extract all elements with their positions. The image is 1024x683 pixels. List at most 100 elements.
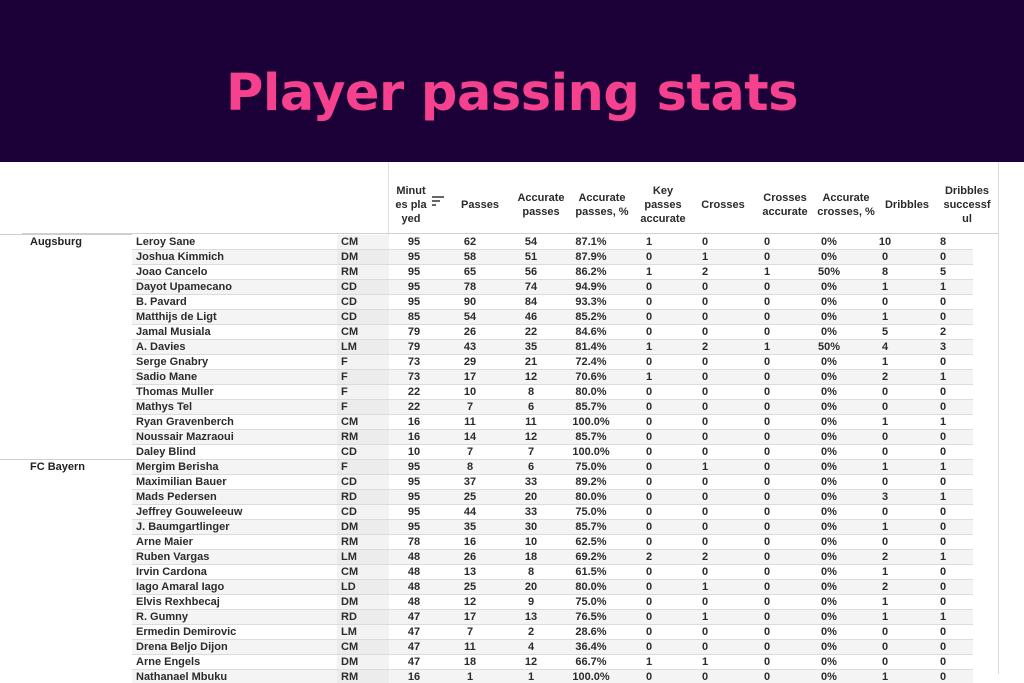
- stat-cell-dribbles: 2: [857, 549, 913, 565]
- stat-cell-accurate-passes: 8: [501, 564, 561, 580]
- stat-cell-passes: 29: [439, 354, 501, 370]
- table-row[interactable]: J. Baumgartlinger DM 95 35 30 85.7% 0 0 0 0% 1 0: [0, 519, 973, 535]
- stat-cell-crosses: 2: [677, 339, 733, 355]
- table-row[interactable]: Augsburg Leroy Sane CM 95 62 54 87.1% 1 0 0 0% 10 8: [0, 234, 973, 250]
- position-cell: RM: [337, 669, 389, 683]
- stat-cell-crosses: 0: [677, 594, 733, 610]
- stat-cell-accurate-passes: 30: [501, 519, 561, 535]
- table-row[interactable]: Iago Amaral Iago LD 48 25 20 80.0% 0 1 0 0% 2 0: [0, 579, 973, 595]
- stat-cell-key-passes-accurate: 1: [621, 339, 677, 355]
- stat-cell-key-passes-accurate: 1: [621, 264, 677, 280]
- column-header-key-passes-accurate[interactable]: Key passes accurate: [640, 185, 686, 225]
- stat-cell-accurate-passes-pct: 100.0%: [561, 444, 621, 460]
- column-header-accurate-passes-pct[interactable]: Accurate passes, %: [575, 192, 629, 218]
- column-header-crosses[interactable]: Crosses: [701, 199, 745, 211]
- table-row[interactable]: Arne Maier RM 78 16 10 62.5% 0 0 0 0% 0 0: [0, 534, 973, 550]
- table-row[interactable]: Mads Pedersen RD 95 25 20 80.0% 0 0 0 0% 3 1: [0, 489, 973, 505]
- table-row[interactable]: Jamal Musiala CM 79 26 22 84.6% 0 0 0 0% 5 2: [0, 324, 973, 340]
- position-cell: CM: [337, 564, 389, 580]
- table-row[interactable]: Maximilian Bauer CD 95 37 33 89.2% 0 0 0 0% 0 0: [0, 474, 973, 490]
- stat-cell-passes: 26: [439, 549, 501, 565]
- stat-cell-crosses-accurate: 0: [733, 444, 801, 460]
- stat-cell-dribbles-successful: 8: [913, 234, 973, 250]
- stat-cell-crosses: 1: [677, 249, 733, 265]
- table-row[interactable]: Thomas Muller F 22 10 8 80.0% 0 0 0 0% 0 0: [0, 384, 973, 400]
- column-header-accurate-passes[interactable]: Accurate passes: [517, 192, 565, 218]
- stat-cell-accurate-passes: 12: [501, 429, 561, 445]
- table-row[interactable]: Ruben Vargas LM 48 26 18 69.2% 2 2 0 0% 2 1: [0, 549, 973, 565]
- stat-cell-crosses-accurate: 0: [733, 414, 801, 430]
- stat-cell-minutes: 79: [389, 339, 439, 355]
- table-row[interactable]: Noussair Mazraoui RM 16 14 12 85.7% 0 0 0 0% 0 0: [0, 429, 973, 445]
- stat-cell-crosses-accurate: 0: [733, 609, 801, 625]
- table-row[interactable]: Drena Beljo Dijon CM 47 11 4 36.4% 0 0 0 0% 0 0: [0, 639, 973, 655]
- table-row[interactable]: Ermedin Demirovic LM 47 7 2 28.6% 0 0 0 0% 0 0: [0, 624, 973, 640]
- stat-cell-dribbles-successful: 0: [913, 579, 973, 595]
- stat-cell-passes: 65: [439, 264, 501, 280]
- stat-cell-minutes: 73: [389, 369, 439, 385]
- stat-cell-dribbles: 0: [857, 639, 913, 655]
- stat-cell-minutes: 95: [389, 234, 439, 250]
- stat-cell-accurate-crosses-pct: 0%: [801, 234, 857, 250]
- table-row[interactable]: Matthijs de Ligt CD 85 54 46 85.2% 0 0 0 0% 1 0: [0, 309, 973, 325]
- column-header-dribbles[interactable]: Dribbles: [884, 199, 929, 211]
- stat-cell-dribbles: 1: [857, 594, 913, 610]
- column-header-passes[interactable]: Passes: [461, 199, 499, 211]
- stat-cell-key-passes-accurate: 0: [621, 639, 677, 655]
- stat-cell-accurate-crosses-pct: 0%: [801, 384, 857, 400]
- column-header-dribbles-successful[interactable]: Dribbles successf ul: [943, 185, 991, 225]
- table-row[interactable]: Dayot Upamecano CD 95 78 74 94.9% 0 0 0 0% 1 1: [0, 279, 973, 295]
- stat-cell-crosses: 2: [677, 264, 733, 280]
- table-row[interactable]: Joshua Kimmich DM 95 58 51 87.9% 0 1 0 0% 0 0: [0, 249, 973, 265]
- table-row[interactable]: R. Gumny RD 47 17 13 76.5% 0 1 0 0% 1 1: [0, 609, 973, 625]
- stat-cell-crosses-accurate: 0: [733, 324, 801, 340]
- column-header-crosses-accurate[interactable]: Crosses accurate: [762, 192, 808, 218]
- player-name-cell: Joao Cancelo: [132, 264, 337, 280]
- stat-cell-passes: 90: [439, 294, 501, 310]
- stat-cell-crosses: 0: [677, 369, 733, 385]
- stat-cell-accurate-passes-pct: 94.9%: [561, 279, 621, 295]
- table-row[interactable]: FC Bayern Mergim Berisha F 95 8 6 75.0% 0 1 0 0% 1 1: [0, 458, 973, 475]
- stat-cell-accurate-passes: 8: [501, 384, 561, 400]
- player-name-cell: Nathanael Mbuku: [132, 669, 337, 683]
- table-row[interactable]: Joao Cancelo RM 95 65 56 86.2% 1 2 1 50% 8 5: [0, 264, 973, 280]
- column-header-accurate-crosses-pct[interactable]: Accurate crosses, %: [817, 192, 875, 218]
- stat-cell-crosses-accurate: 0: [733, 369, 801, 385]
- stat-cell-passes: 13: [439, 564, 501, 580]
- stat-cell-dribbles: 1: [857, 459, 913, 475]
- table-row[interactable]: Sadio Mane F 73 17 12 70.6% 1 0 0 0% 2 1: [0, 369, 973, 385]
- sort-descending-icon[interactable]: [432, 196, 444, 208]
- stat-cell-accurate-passes: 2: [501, 624, 561, 640]
- player-name-cell: A. Davies: [132, 339, 337, 355]
- table-row[interactable]: Jeffrey Gouweleeuw CD 95 44 33 75.0% 0 0 0 0% 0 0: [0, 504, 973, 520]
- team-cell: [0, 519, 132, 534]
- table-row[interactable]: Daley Blind CD 10 7 7 100.0% 0 0 0 0% 0 0: [0, 444, 973, 460]
- team-cell: [0, 309, 132, 324]
- stat-cell-key-passes-accurate: 0: [621, 624, 677, 640]
- table-row[interactable]: B. Pavard CD 95 90 84 93.3% 0 0 0 0% 0 0: [0, 294, 973, 310]
- stat-cell-accurate-passes: 12: [501, 654, 561, 670]
- column-header-minutes[interactable]: Minut es pla yed: [395, 185, 427, 225]
- table-row[interactable]: Serge Gnabry F 73 29 21 72.4% 0 0 0 0% 1 0: [0, 354, 973, 370]
- stat-cell-accurate-passes-pct: 69.2%: [561, 549, 621, 565]
- player-name-cell: Ruben Vargas: [132, 549, 337, 565]
- position-cell: DM: [337, 249, 389, 265]
- table-row[interactable]: Mathys Tel F 22 7 6 85.7% 0 0 0 0% 0 0: [0, 399, 973, 415]
- table-row[interactable]: Nathanael Mbuku RM 16 1 1 100.0% 0 0 0 0% 1 0: [0, 669, 973, 683]
- stat-cell-accurate-crosses-pct: 0%: [801, 444, 857, 460]
- stat-cell-dribbles-successful: 1: [913, 369, 973, 385]
- position-cell: CD: [337, 444, 389, 460]
- stat-cell-accurate-crosses-pct: 0%: [801, 639, 857, 655]
- stat-cell-crosses: 2: [677, 549, 733, 565]
- table-row[interactable]: Ryan Gravenberch CM 16 11 11 100.0% 0 0 0 0% 1 1: [0, 414, 973, 430]
- table-row[interactable]: Arne Engels DM 47 18 12 66.7% 1 1 0 0% 0 0: [0, 654, 973, 670]
- stat-cell-crosses-accurate: 0: [733, 594, 801, 610]
- table-row[interactable]: Irvin Cardona CM 48 13 8 61.5% 0 0 0 0% 1 0: [0, 564, 973, 580]
- table-row[interactable]: A. Davies LM 79 43 35 81.4% 1 2 1 50% 4 3: [0, 339, 973, 355]
- player-name-cell: Noussair Mazraoui: [132, 429, 337, 445]
- stat-cell-dribbles-successful: 0: [913, 534, 973, 550]
- stat-cell-accurate-passes: 33: [501, 474, 561, 490]
- table-row[interactable]: Elvis Rexhbecaj DM 48 12 9 75.0% 0 0 0 0% 1 0: [0, 594, 973, 610]
- stat-cell-crosses-accurate: 0: [733, 294, 801, 310]
- stat-cell-accurate-passes-pct: 100.0%: [561, 669, 621, 683]
